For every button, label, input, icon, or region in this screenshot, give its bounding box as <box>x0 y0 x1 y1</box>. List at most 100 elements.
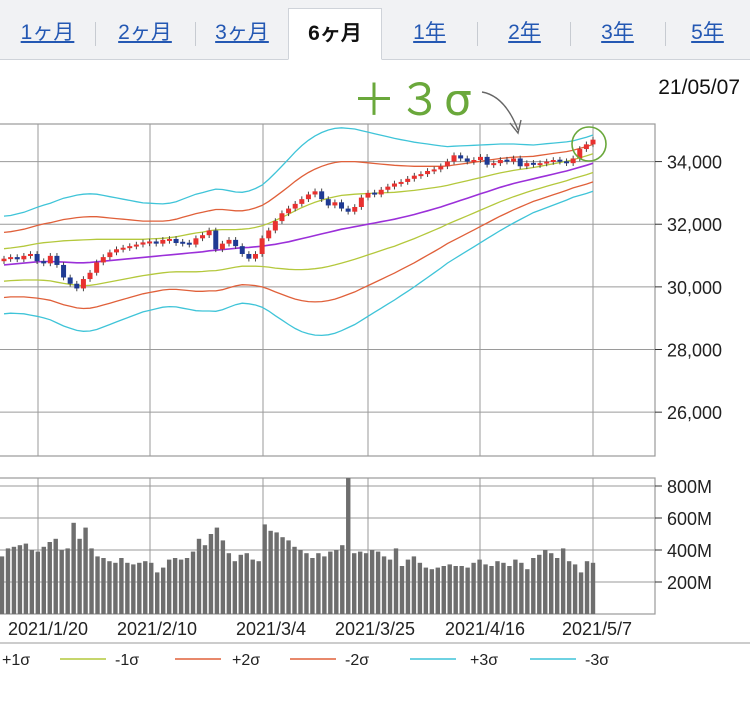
candle-body <box>94 262 100 273</box>
candle-body <box>345 208 351 212</box>
legend-label: -3σ <box>585 652 609 669</box>
tab-2[interactable]: 3ヶ月 <box>215 21 269 44</box>
volume-bar <box>11 546 17 614</box>
candle-body <box>504 159 510 162</box>
candle-body <box>213 230 219 250</box>
tab-0[interactable]: 1ヶ月 <box>20 21 75 44</box>
candle-body <box>398 181 404 184</box>
tab-6[interactable]: 3年 <box>601 21 634 44</box>
candle-body <box>511 158 517 162</box>
volume-bar <box>23 543 29 614</box>
volume-tick-label: 200M <box>667 573 712 593</box>
candle-body <box>451 155 457 162</box>
legend-label: -2σ <box>345 652 369 669</box>
volume-bar <box>166 559 172 614</box>
tab-4[interactable]: 1年 <box>413 21 446 44</box>
volume-bar <box>202 545 208 614</box>
volume-bar <box>560 548 566 614</box>
volume-bar <box>405 559 411 614</box>
volume-bar <box>178 559 184 614</box>
x-axis-label: 2021/4/16 <box>445 619 525 639</box>
volume-bar <box>346 478 351 614</box>
volume-bar <box>101 558 106 614</box>
volume-bar <box>292 546 297 614</box>
candle-body <box>411 175 417 179</box>
candle-body <box>458 155 464 159</box>
volume-bar <box>214 527 220 614</box>
x-axis-label: 2021/3/4 <box>236 619 306 639</box>
candle-body <box>378 189 384 195</box>
volume-bar <box>531 558 536 614</box>
volume-bar <box>393 548 399 614</box>
tab-1[interactable]: 2ヶ月 <box>118 21 172 44</box>
x-axis-label: 2021/3/25 <box>335 619 415 639</box>
volume-bar <box>483 564 488 614</box>
volume-bar <box>423 567 429 614</box>
candle-body <box>332 202 338 206</box>
volume-bar <box>525 569 530 614</box>
candle-body <box>206 230 212 236</box>
price-tick-label: 34,000 <box>667 153 722 173</box>
volume-bar <box>83 527 88 614</box>
volume-bar <box>352 553 357 614</box>
candle-body <box>464 158 470 162</box>
volume-bar <box>107 561 112 614</box>
candle-body <box>54 255 60 265</box>
volume-bar <box>489 566 494 614</box>
candle-body <box>365 192 371 198</box>
volume-bar <box>286 540 291 614</box>
volume-bar <box>244 553 249 614</box>
price-tick-label: 32,000 <box>667 215 722 235</box>
tab-5[interactable]: 2年 <box>508 21 541 44</box>
candle-body <box>107 252 113 258</box>
volume-bar <box>119 558 124 614</box>
volume-bar <box>149 562 154 614</box>
candle-body <box>425 170 431 175</box>
volume-bar <box>513 559 518 614</box>
volume-bar <box>184 558 190 614</box>
candle-body <box>246 253 252 259</box>
candle-body <box>319 191 325 200</box>
volume-bar <box>274 532 279 614</box>
legend-label: +3σ <box>470 652 498 669</box>
candle-body <box>583 144 589 150</box>
volume-bar <box>250 559 255 614</box>
sigma1-band-upper <box>3 153 594 250</box>
volume-bar <box>113 562 118 614</box>
volume-bar <box>5 548 11 614</box>
candle-body <box>517 158 523 167</box>
moving-average-line <box>3 162 594 266</box>
volume-bar <box>357 551 363 614</box>
volume-bar <box>172 558 178 614</box>
volume-bar <box>363 553 369 614</box>
candle-body <box>339 202 345 209</box>
volume-bar <box>501 562 506 614</box>
candle-body <box>147 241 153 244</box>
tab-separator <box>95 22 96 46</box>
candle-body <box>292 203 298 209</box>
candle-body <box>471 160 477 163</box>
candle-body <box>27 253 33 256</box>
volume-bar <box>0 556 5 614</box>
volume-bar <box>507 566 512 614</box>
tab-separator <box>570 22 571 46</box>
candle-body <box>418 174 424 177</box>
volume-bar <box>453 566 458 614</box>
candle-body <box>358 197 364 207</box>
volume-bar <box>578 572 584 614</box>
volume-bar <box>471 562 476 614</box>
candle-body <box>87 272 93 280</box>
tab-3[interactable]: 6ヶ月 <box>288 8 382 60</box>
volume-bar <box>572 564 578 614</box>
volume-bar <box>334 550 339 614</box>
volume-bar <box>47 542 52 614</box>
candle-body <box>477 156 483 161</box>
candle-body <box>160 239 166 244</box>
candle-body <box>133 244 139 247</box>
volume-bar <box>298 550 303 614</box>
candle-body <box>34 253 40 262</box>
candle-body <box>200 235 206 239</box>
tab-7[interactable]: 5年 <box>691 21 724 44</box>
x-axis-label: 2021/5/7 <box>562 619 632 639</box>
annotation-circle <box>571 126 607 162</box>
